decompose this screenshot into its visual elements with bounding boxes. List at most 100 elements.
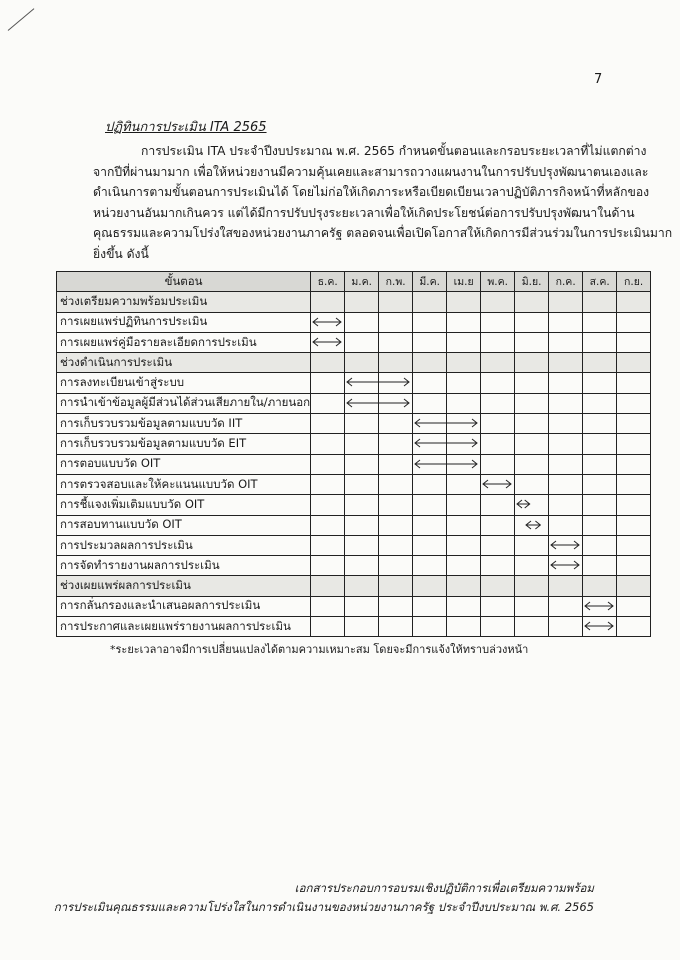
month-header: ก.ย. xyxy=(616,270,652,293)
month-cell xyxy=(582,473,618,496)
month-cell xyxy=(446,494,482,516)
double-arrow-icon xyxy=(584,621,614,631)
month-cell xyxy=(412,616,448,638)
month-header: ก.พ. xyxy=(378,270,414,293)
month-cell xyxy=(582,494,618,516)
month-cell xyxy=(446,331,482,354)
table-row: การจัดทำรายงานผลการประเมิน xyxy=(55,555,652,577)
step-label: การเก็บรวบรวมข้อมูลตามแบบวัด IIT xyxy=(55,413,312,435)
month-header: ธ.ค. xyxy=(310,270,346,293)
table-row: การนำเข้าข้อมูลผู้มีส่วนได้ส่วนเสียภายใน… xyxy=(55,392,652,415)
month-cell xyxy=(582,392,618,415)
month-header: ก.ค. xyxy=(548,270,584,293)
month-cell xyxy=(310,514,541,536)
month-cell xyxy=(582,453,618,475)
month-cell xyxy=(582,413,618,435)
month-cell xyxy=(616,392,652,415)
month-cell xyxy=(446,575,482,597)
month-cell xyxy=(310,494,531,516)
table-row: การประมวลผลการประเมิน xyxy=(55,534,652,557)
month-cell xyxy=(548,433,584,455)
double-arrow-icon xyxy=(414,459,478,469)
month-header: ม.ค. xyxy=(344,270,380,293)
month-cell xyxy=(480,352,516,374)
month-cell xyxy=(310,595,614,618)
month-cell xyxy=(480,291,516,313)
month-cell xyxy=(514,392,550,415)
double-arrow-icon xyxy=(414,418,478,428)
month-cell xyxy=(616,372,652,394)
month-cell xyxy=(514,575,550,597)
step-label: การประกาศและเผยแพร่รายงานผลการประเมิน xyxy=(55,616,312,638)
month-cell xyxy=(310,575,346,597)
month-cell xyxy=(446,392,482,415)
step-label: การเก็บรวบรวมข้อมูลตามแบบวัด EIT xyxy=(55,433,312,455)
month-cell xyxy=(582,291,618,313)
month-cell xyxy=(344,473,380,496)
double-arrow-icon xyxy=(312,337,342,347)
month-cell xyxy=(616,413,652,435)
month-cell xyxy=(310,413,478,435)
month-cell xyxy=(446,473,482,496)
month-cell xyxy=(616,331,652,354)
month-cell xyxy=(548,514,584,536)
table-row: การเผยแพร่คู่มือรายละเอียดการประเมิน xyxy=(55,331,652,354)
month-cell xyxy=(310,311,346,333)
table-row: การเผยแพร่ปฏิทินการประเมิน xyxy=(55,311,652,333)
intro-paragraph: การประเมิน ITA ประจำปีงบประมาณ พ.ศ. 2565… xyxy=(93,141,673,264)
month-cell xyxy=(480,555,516,577)
page-footer: เอกสารประกอบการอบรมเชิงปฏิบัติการเพื่อเต… xyxy=(54,879,594,917)
paragraph-line: จากปีที่ผ่านมามาก เพื่อให้หน่วยงานมีความ… xyxy=(93,164,649,179)
step-label: การตอบแบบวัด OIT xyxy=(55,453,312,475)
month-cell xyxy=(616,352,652,374)
month-cell xyxy=(480,453,516,475)
step-label: การสอบทานแบบวัด OIT xyxy=(55,514,312,536)
table-row: การกลั่นกรองและนำเสนอผลการประเมิน xyxy=(55,595,652,618)
table-header-row: ขั้นตอน ธ.ค. ม.ค. ก.พ. มี.ค. เม.ย พ.ค. มิ.ย. ก.… xyxy=(55,270,652,293)
month-cell xyxy=(310,331,346,354)
double-arrow-icon xyxy=(550,540,580,550)
month-header: มี.ค. xyxy=(412,270,448,293)
paragraph-line: คุณธรรมและความโปร่งใสของหน่วยงานภาครัฐ ต… xyxy=(93,226,673,240)
month-cell xyxy=(616,311,652,333)
month-cell xyxy=(616,534,652,557)
month-cell xyxy=(378,514,414,536)
month-cell xyxy=(378,575,414,597)
month-cell xyxy=(616,453,652,475)
month-cell xyxy=(344,433,380,455)
month-cell xyxy=(344,575,380,597)
month-cell xyxy=(514,534,550,557)
month-cell xyxy=(514,311,550,333)
month-cell xyxy=(412,555,448,577)
double-arrow-icon xyxy=(516,499,531,509)
month-cell xyxy=(548,291,584,313)
month-cell xyxy=(548,372,584,394)
month-cell xyxy=(514,473,550,496)
month-cell xyxy=(480,311,516,333)
month-cell xyxy=(310,392,410,415)
month-cell xyxy=(480,413,516,435)
month-cell xyxy=(616,616,652,638)
month-cell xyxy=(514,331,550,354)
month-cell xyxy=(480,433,516,455)
step-label: ช่วงเตรียมความพร้อมประเมิน xyxy=(55,291,312,313)
month-cell xyxy=(344,534,380,557)
footer-line: การประเมินคุณธรรมและความโปร่งใสในการดำเน… xyxy=(53,900,594,914)
month-cell xyxy=(412,473,448,496)
month-cell xyxy=(548,311,584,333)
month-cell xyxy=(582,433,618,455)
month-cell xyxy=(548,473,584,496)
step-label: การลงทะเบียนเข้าสู่ระบบ xyxy=(55,372,312,394)
month-header: พ.ค. xyxy=(480,270,516,293)
month-cell xyxy=(514,352,550,374)
month-cell xyxy=(548,331,584,354)
month-cell xyxy=(310,352,346,374)
month-cell xyxy=(310,534,580,557)
month-cell xyxy=(378,433,414,455)
month-cell xyxy=(378,453,414,475)
month-cell xyxy=(344,494,380,516)
month-cell xyxy=(310,473,512,496)
month-cell xyxy=(344,555,380,577)
month-cell xyxy=(378,413,414,435)
section-row: ช่วงดำเนินการประเมิน xyxy=(55,352,652,374)
